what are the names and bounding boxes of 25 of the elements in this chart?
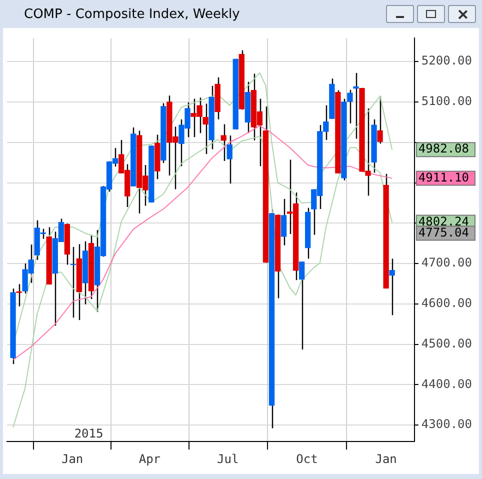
x-tick-label: Jan [375, 452, 397, 466]
y-tick-label: 4700.00 [421, 256, 472, 270]
y-tick-label: 4300.00 [421, 417, 472, 432]
y-tick-label: 5200.00 [421, 54, 472, 68]
y-tick-label: 4400.00 [421, 376, 472, 391]
candlestick [389, 258, 395, 316]
candlestick [377, 96, 383, 144]
y-tick-label: 4600.00 [421, 296, 472, 310]
x-tick-label: Oct [296, 452, 318, 466]
x-tick-label: Jul [217, 452, 239, 466]
candlestick [70, 246, 76, 318]
candlestick [16, 284, 22, 307]
y-tick-label: 4500.00 [421, 336, 472, 350]
annotation: 2015 [74, 426, 104, 441]
chart-title: COMP - Composite Index, Weekly [24, 6, 241, 22]
candlestick [226, 134, 232, 184]
y-tick-label: 5100.00 [421, 94, 472, 108]
candlestick [220, 124, 226, 162]
candlestick [298, 260, 305, 350]
x-tick-label: Apr [138, 452, 161, 466]
candlestick [353, 72, 359, 140]
text: 4982.08 [418, 142, 470, 156]
candlestick [280, 198, 287, 246]
x-tick-label: Jan [61, 452, 84, 466]
text: 4911.10 [418, 170, 470, 184]
